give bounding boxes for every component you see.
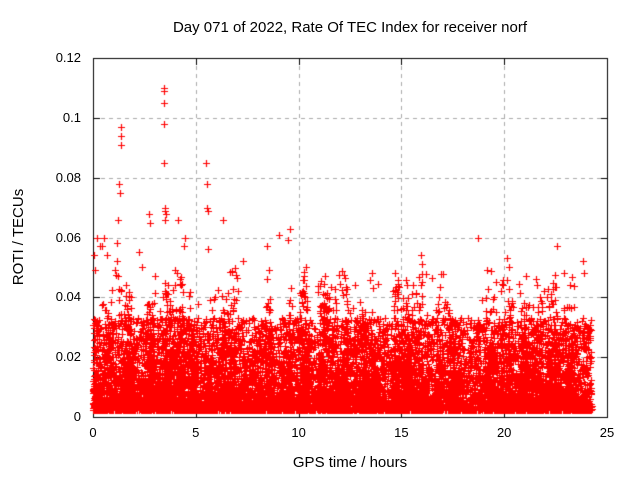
y-tick-label: 0.08 <box>55 169 81 185</box>
y-tick-label: 0.04 <box>55 289 81 305</box>
y-tick-label: 0.06 <box>55 229 81 245</box>
x-tick-label: 15 <box>394 425 409 440</box>
y-tick-label: 0 <box>73 409 81 424</box>
y-tick-label: 0.12 <box>55 50 81 65</box>
y-tick-label: 0.1 <box>62 109 81 125</box>
x-tick-label: 20 <box>496 425 512 440</box>
x-tick-label: 0 <box>89 425 97 440</box>
x-tick-label: 5 <box>192 425 200 440</box>
x-axis-label: GPS time / hours <box>292 454 408 471</box>
x-tick-label: 25 <box>599 425 615 440</box>
x-tick-label: 10 <box>291 425 306 440</box>
y-tick-label: 0.02 <box>55 349 81 365</box>
chart-title: Day 071 of 2022, Rate Of TEC Index for r… <box>172 19 528 36</box>
